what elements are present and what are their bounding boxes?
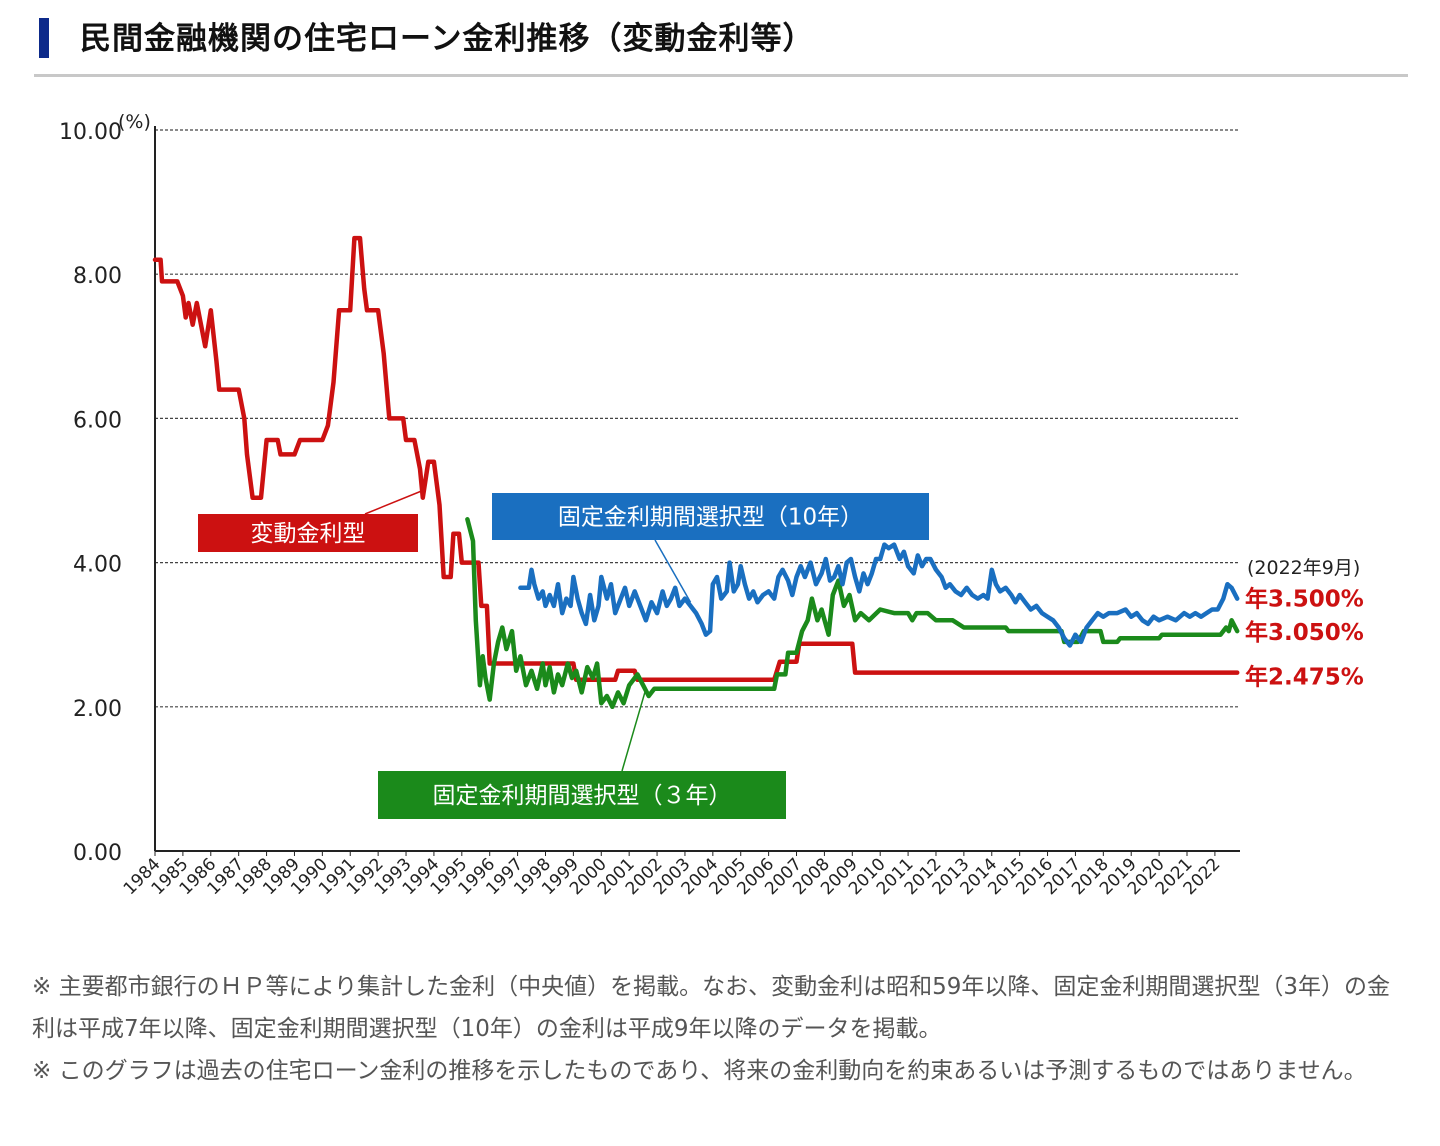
annotation-leader-line <box>621 688 647 772</box>
end-value-label: 年2.475% <box>1245 664 1364 691</box>
date-note: (2022年9月) <box>1247 557 1360 579</box>
annotation-box <box>378 771 786 819</box>
series-line-2 <box>518 542 1240 648</box>
footnotes: ※ 主要都市銀行のＨＰ等により集計した金利（中央値）を掲載。なお、変動金利は昭和… <box>32 966 1402 1092</box>
y-tick-label: 2.00 <box>73 697 122 722</box>
y-axis-unit: (%) <box>118 111 151 133</box>
page-title: 民間金融機関の住宅ローン金利推移（変動金利等） <box>80 21 815 57</box>
title-accent-bar <box>39 18 49 58</box>
page-header: 民間金融機関の住宅ローン金利推移（変動金利等） <box>34 6 1408 77</box>
y-tick-label: 10.00 <box>59 120 122 145</box>
y-tick-label: 4.00 <box>73 553 122 578</box>
end-value-label: 年3.050% <box>1245 619 1364 646</box>
y-tick-label: 8.00 <box>73 264 122 289</box>
footnote-1: ※ 主要都市銀行のＨＰ等により集計した金利（中央値）を掲載。なお、変動金利は昭和… <box>32 974 1391 1042</box>
annotation-leader-line <box>654 539 692 603</box>
annotation-label: 変動金利型 <box>251 521 366 547</box>
annotation-label: 固定金利期間選択型（10年） <box>558 505 863 531</box>
annotation-label: 固定金利期間選択型（３年） <box>433 783 732 809</box>
annotation-box <box>198 514 418 552</box>
interest-rate-chart: 0.002.004.006.008.0010.00(%)198419851986… <box>59 111 1364 899</box>
y-tick-label: 0.00 <box>73 841 122 866</box>
end-value-label: 年3.500% <box>1245 586 1364 613</box>
annotation-leader-line <box>364 489 424 515</box>
y-tick-label: 6.00 <box>73 408 122 433</box>
footnote-2: ※ このグラフは過去の住宅ローン金利の推移を示したものであり、将来の金利動向を約… <box>32 1058 1367 1084</box>
annotation-box <box>492 493 929 540</box>
